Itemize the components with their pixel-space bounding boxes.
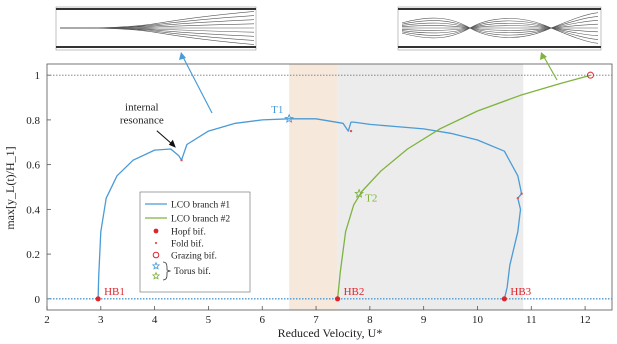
torus-label: T2 [365, 193, 377, 205]
reference-lines [47, 74, 612, 300]
inset-left [55, 6, 257, 51]
annotation-arrow [156, 130, 174, 146]
legend: LCO branch #1 LCO branch #2 Hopf bif.Fold … [139, 191, 251, 293]
x-tick-label: 9 [421, 314, 427, 326]
inset-right-curve [401, 12, 599, 38]
shaded-region-1 [289, 64, 338, 310]
inset-right-curve [401, 22, 599, 36]
torus-point [284, 113, 294, 123]
legend-label: Grazing bif. [171, 251, 217, 262]
x-axis-label: Reduced Velocity, U* [278, 326, 383, 340]
hopf-point [95, 296, 101, 302]
inset-right-curve [401, 23, 599, 31]
torus-point [354, 188, 365, 198]
x-axis-ticks: 2 3 4 5 6 7 8 9 10 11 12 [44, 306, 591, 326]
hopf-point [501, 296, 507, 302]
legend-grazing-swatch [152, 251, 160, 259]
inset-right-curve [401, 16, 599, 36]
fold-point [349, 129, 353, 133]
legend-label: Torus bif. [174, 266, 211, 277]
x-tick-label: 5 [206, 314, 212, 326]
x-tick-label: 6 [259, 314, 265, 326]
x-tick-label: 11 [526, 314, 537, 326]
grazing-point [586, 71, 594, 79]
x-tick-label: 7 [313, 314, 319, 326]
series-line-1 [97, 118, 523, 299]
hopf-label: HB1 [104, 286, 125, 298]
plot-frame [46, 63, 613, 311]
x-tick-label: 4 [152, 314, 158, 326]
inset-right-arrowhead [540, 52, 547, 60]
inset-right-curve [401, 20, 599, 40]
legend-label: LCO branch #2 [171, 215, 230, 225]
shaded-regions [289, 64, 524, 310]
x-tick-label: 2 [44, 314, 50, 326]
legend-hopf-swatch [153, 228, 159, 234]
hopf-point [334, 296, 341, 302]
legend-brace [162, 261, 172, 281]
y-tick-label: 0.4 [26, 204, 40, 216]
annotation-text: resonance [120, 115, 164, 127]
inset-right-arrow [543, 56, 558, 81]
hopf-label: HB3 [510, 286, 531, 298]
legend-label: LCO branch #1 [171, 201, 230, 211]
legend-torus-star-2 [151, 271, 161, 280]
series-group [97, 74, 591, 299]
y-tick-label: 0.2 [26, 249, 40, 261]
y-tick-label: 0.6 [26, 160, 40, 172]
y-tick-label: 0.8 [26, 115, 40, 127]
y-tick-label: 1 [35, 70, 41, 82]
series-line-2 [336, 74, 591, 299]
inset-right-curve [401, 18, 599, 44]
y-tick-label: 0 [35, 294, 41, 306]
annotation-text: internal [125, 102, 159, 114]
y-axis-label: max[y_L(t)/H_1] [3, 146, 17, 229]
torus-label: T1 [271, 104, 283, 116]
inset-left-arrow [182, 56, 213, 114]
inset-left-arrowhead [179, 52, 186, 60]
x-tick-label: 12 [580, 314, 591, 326]
fold-point [180, 158, 183, 162]
inset-right [397, 6, 602, 51]
x-tick-label: 3 [98, 314, 104, 326]
fold-point [516, 196, 520, 200]
legend-label: Hopf bif. [171, 227, 206, 238]
legend-torus-star-1 [151, 261, 161, 270]
inset-right-curve [401, 20, 599, 34]
x-tick-label: 8 [367, 314, 373, 326]
y-axis-ticks: 0 0.2 0.4 0.6 0.8 1 [26, 70, 51, 306]
legend-label: Fold bif. [171, 239, 204, 250]
inset-right-curve [401, 25, 599, 33]
x-tick-label: 10 [472, 314, 484, 326]
legend-fold-swatch [154, 241, 158, 245]
bifurcation-points: HB1 HB2 HB3 T1 T2 [95, 71, 594, 302]
hopf-label: HB2 [344, 286, 365, 298]
fold-point [520, 192, 523, 195]
inset-left-curve [59, 27, 255, 45]
annotation-arrowhead [168, 139, 176, 148]
